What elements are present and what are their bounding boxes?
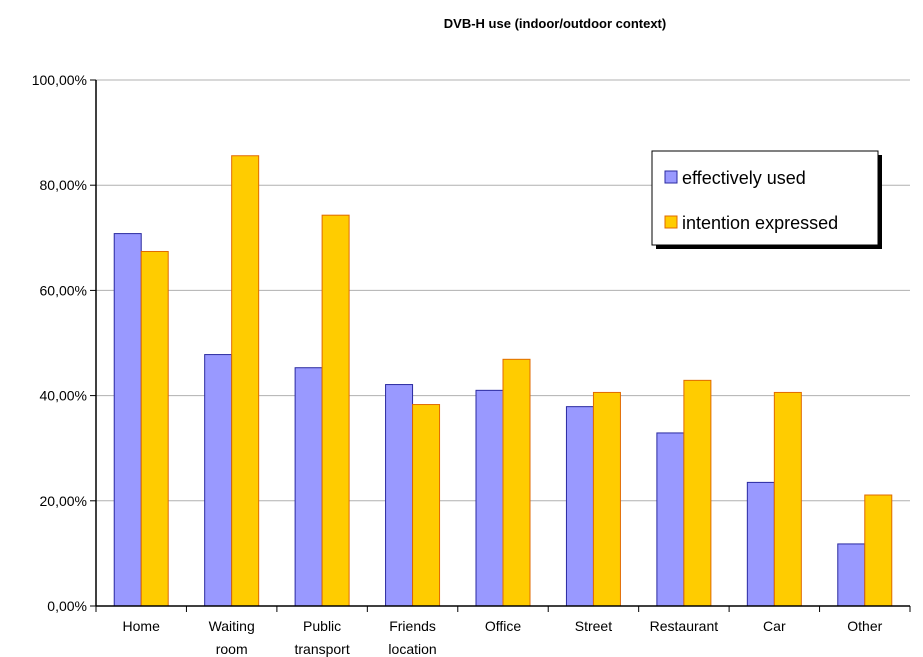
bar-effectively-used [204, 354, 233, 607]
x-tick-label: Other [847, 618, 882, 634]
bar-intention-expressed [683, 379, 712, 607]
bar-effectively-used [113, 233, 142, 607]
chart-title: DVB-H use (indoor/outdoor context) [444, 16, 666, 31]
x-tick-label: Street [575, 618, 612, 634]
bar-intention-expressed [864, 494, 893, 607]
y-tick-label: 40,00% [40, 388, 87, 404]
x-tick-label: Restaurant [650, 618, 719, 634]
bar-effectively-used [746, 481, 775, 607]
x-tick-label: Waiting room [209, 618, 255, 657]
bar-effectively-used [385, 384, 414, 607]
legend: effectively used intention expressed [651, 150, 882, 249]
y-tick-label: 60,00% [40, 282, 87, 298]
bar-effectively-used [565, 406, 594, 607]
y-tick-label: 100,00% [32, 72, 87, 88]
y-tick-label: 0,00% [47, 598, 87, 614]
bars [113, 155, 893, 607]
bar-intention-expressed [321, 214, 350, 607]
bar-intention-expressed [140, 250, 169, 607]
x-tick-label: Home [123, 618, 161, 634]
x-tick-label: Car [763, 618, 786, 634]
legend-swatch-effectively-used [664, 170, 678, 184]
legend-label-effectively-used: effectively used [682, 168, 806, 188]
y-axis-ticks: 0,00% 20,00% 40,00% 60,00% 80,00% 100,00% [32, 72, 96, 614]
legend-swatch-intention-expressed [664, 215, 678, 229]
axes [95, 80, 910, 607]
bar-intention-expressed [231, 155, 260, 607]
bar-effectively-used [656, 432, 685, 607]
legend-box [651, 150, 879, 246]
bar-effectively-used [475, 389, 504, 607]
x-axis-ticks: Home Waiting room Public transport Friends loc… [95, 606, 911, 657]
y-tick-label: 20,00% [40, 493, 87, 509]
x-tick-label: Office [485, 618, 522, 634]
x-tick-label: Friends location [388, 618, 436, 657]
bar-effectively-used [294, 367, 323, 607]
legend-label-intention-expressed: intention expressed [682, 213, 838, 233]
x-tick-label: Public transport [294, 618, 349, 657]
bar-intention-expressed [773, 391, 802, 607]
bar-intention-expressed [412, 404, 441, 607]
bar-intention-expressed [592, 391, 621, 607]
bar-intention-expressed [502, 358, 531, 607]
y-tick-label: 80,00% [40, 177, 87, 193]
bar-effectively-used [837, 543, 866, 607]
